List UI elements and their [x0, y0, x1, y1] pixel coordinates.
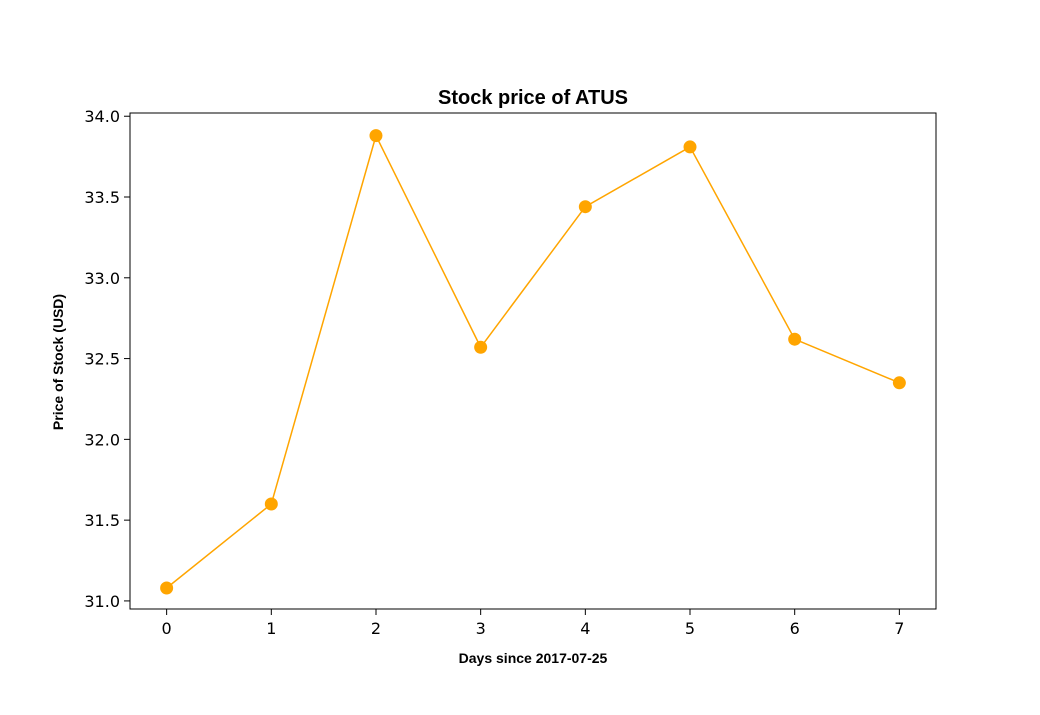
x-axis-label: Days since 2017-07-25 [459, 650, 608, 666]
x-tick-label: 2 [371, 619, 381, 638]
x-tick-label: 7 [894, 619, 904, 638]
y-axis-label: Price of Stock (USD) [50, 294, 66, 430]
data-point [578, 200, 592, 214]
y-tick-label: 32.0 [84, 430, 120, 449]
data-point [892, 376, 906, 390]
y-tick-label: 34.0 [84, 107, 120, 126]
y-tick-label: 33.5 [84, 188, 120, 207]
x-tick-label: 3 [476, 619, 486, 638]
x-tick-label: 5 [685, 619, 695, 638]
series-line [166, 133, 900, 589]
y-tick-label: 32.5 [84, 350, 120, 369]
data-point [160, 581, 174, 595]
data-point [683, 140, 697, 154]
chart-title: Stock price of ATUS [438, 87, 628, 109]
data-point [788, 332, 802, 346]
y-tick-label: 31.5 [84, 511, 120, 530]
plot-frame [129, 112, 937, 610]
data-point [369, 129, 383, 143]
data-point [264, 497, 278, 511]
x-tick-label: 4 [580, 619, 590, 638]
x-tick-label: 1 [266, 619, 276, 638]
y-axis-ticks: 31.0 31.5 32.0 32.5 33.0 33.5 34.0 [84, 107, 130, 611]
x-axis-ticks: 0 1 2 3 4 5 6 7 [162, 609, 904, 638]
data-point [474, 340, 488, 354]
x-tick-label: 6 [790, 619, 800, 638]
y-tick-label: 31.0 [84, 592, 120, 611]
y-tick-label: 33.0 [84, 269, 120, 288]
series-layer [160, 129, 906, 595]
x-tick-label: 0 [162, 619, 172, 638]
